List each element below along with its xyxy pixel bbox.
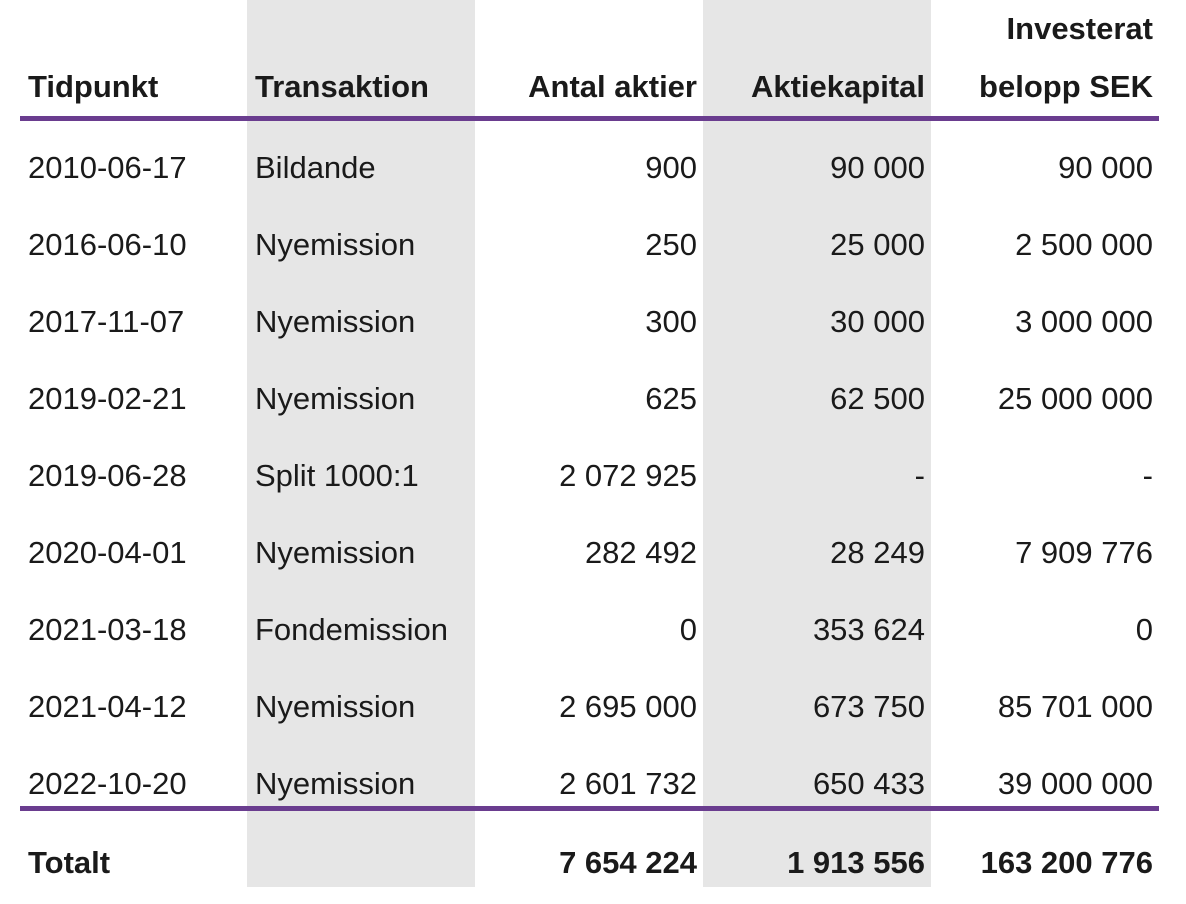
- table-header: Tidpunkt Transaktion Antal aktier Aktiek…: [20, 0, 1159, 130]
- table-row: 2022-10-20 Nyemission 2 601 732 650 433 …: [20, 745, 1159, 822]
- table-row: 2019-02-21 Nyemission 625 62 500 25 000 …: [20, 360, 1159, 437]
- header-invested-line1: Investerat: [1006, 11, 1153, 46]
- cell-shares: 250: [645, 226, 697, 262]
- cell-invested: 85 701 000: [997, 688, 1153, 724]
- total-share-capital: 1 913 556: [787, 845, 925, 880]
- cell-invested: 7 909 776: [1015, 534, 1153, 570]
- cell-invested: -: [1142, 457, 1153, 493]
- column-shade-share-capital: [703, 0, 931, 887]
- cell-invested: 2 500 000: [1015, 226, 1153, 262]
- cell-share-capital: 650 433: [812, 765, 925, 801]
- cell-date: 2022-10-20: [28, 765, 187, 801]
- total-label: Totalt: [28, 845, 111, 880]
- table-row: 2021-04-12 Nyemission 2 695 000 673 750 …: [20, 668, 1159, 745]
- cell-invested: 3 000 000: [1015, 303, 1153, 339]
- cell-share-capital: 673 750: [812, 688, 925, 724]
- table-row: 2021-03-18 Fondemission 0 353 624 0: [20, 591, 1159, 668]
- cell-share-capital: 90 000: [830, 150, 925, 185]
- cell-share-capital: 25 000: [830, 226, 925, 262]
- header-invested-text: Investerat belopp SEK: [979, 0, 1153, 116]
- cell-shares: 0: [679, 611, 697, 647]
- total-invested: 163 200 776: [980, 845, 1153, 880]
- cell-transaction: Nyemission: [255, 380, 416, 416]
- cell-shares: 900: [645, 150, 697, 185]
- table-footer: Totalt 7 654 224 1 913 556 163 200 776: [20, 822, 1159, 904]
- cell-invested: 25 000 000: [997, 380, 1153, 416]
- cell-date: 2019-02-21: [28, 380, 187, 416]
- cell-date: 2016-06-10: [28, 226, 187, 262]
- cell-shares: 2 695 000: [559, 688, 697, 724]
- header-share-capital: Aktiekapital: [750, 69, 925, 104]
- cell-share-capital: 62 500: [830, 380, 925, 416]
- cell-share-capital: 30 000: [830, 303, 925, 339]
- cell-transaction: Fondemission: [255, 611, 448, 647]
- header-rule: [20, 116, 1159, 121]
- table-body: 2010-06-17 Bildande 900 90 000 90 000 20…: [20, 130, 1159, 822]
- cell-invested: 39 000 000: [997, 765, 1153, 801]
- table-row: 2017-11-07 Nyemission 300 30 000 3 000 0…: [20, 283, 1159, 360]
- total-rule: [20, 806, 1159, 811]
- cell-transaction: Nyemission: [255, 765, 416, 801]
- cell-transaction: Split 1000:1: [255, 457, 419, 493]
- total-transaction-empty: [247, 822, 475, 904]
- cell-date: 2017-11-07: [28, 303, 185, 339]
- cell-transaction: Bildande: [255, 150, 376, 185]
- column-shade-transaction: [247, 0, 475, 887]
- cell-invested: 0: [1135, 611, 1153, 647]
- table-row: 2016-06-10 Nyemission 250 25 000 2 500 0…: [20, 206, 1159, 283]
- cell-date: 2019-06-28: [28, 457, 187, 493]
- cell-shares: 2 072 925: [559, 457, 697, 493]
- cell-transaction: Nyemission: [255, 534, 416, 570]
- cell-shares: 300: [645, 303, 697, 339]
- cell-date: 2021-03-18: [28, 611, 187, 647]
- cell-date: 2020-04-01: [28, 534, 187, 570]
- cell-transaction: Nyemission: [255, 226, 416, 262]
- cell-shares: 282 492: [584, 534, 697, 570]
- total-shares: 7 654 224: [559, 845, 697, 880]
- total-row: Totalt 7 654 224 1 913 556 163 200 776: [20, 822, 1159, 904]
- header-date: Tidpunkt: [28, 69, 159, 104]
- header-invested-line2: belopp SEK: [979, 69, 1153, 104]
- cell-transaction: Nyemission: [255, 303, 416, 339]
- cell-transaction: Nyemission: [255, 688, 416, 724]
- cell-date: 2010-06-17: [28, 150, 187, 185]
- header-invested: Investerat belopp SEK: [931, 0, 1159, 130]
- cell-shares: 2 601 732: [559, 765, 697, 801]
- header-transaction: Transaktion: [255, 69, 429, 104]
- share-capital-table: Tidpunkt Transaktion Antal aktier Aktiek…: [20, 0, 1159, 904]
- cell-share-capital: -: [914, 457, 925, 493]
- cell-share-capital: 353 624: [812, 611, 925, 647]
- cell-invested: 90 000: [1058, 150, 1153, 185]
- table-row: 2020-04-01 Nyemission 282 492 28 249 7 9…: [20, 514, 1159, 591]
- cell-shares: 625: [645, 380, 697, 416]
- header-shares: Antal aktier: [528, 69, 697, 104]
- cell-share-capital: 28 249: [830, 534, 925, 570]
- cell-date: 2021-04-12: [28, 688, 187, 724]
- table-row: 2010-06-17 Bildande 900 90 000 90 000: [20, 130, 1159, 206]
- table-row: 2019-06-28 Split 1000:1 2 072 925 - -: [20, 437, 1159, 514]
- header-row: Tidpunkt Transaktion Antal aktier Aktiek…: [20, 0, 1159, 130]
